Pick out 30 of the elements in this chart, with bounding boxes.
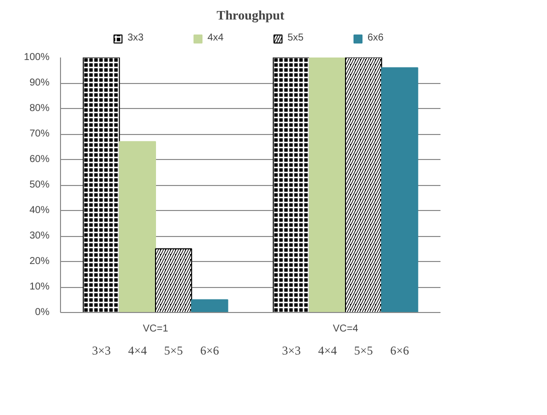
y-tick-label: 70% (29, 128, 50, 140)
y-tick-label: 10% (29, 282, 50, 292)
y-tick-label: 60% (29, 154, 50, 165)
text: 6×6 (200, 344, 220, 358)
text: 4×4 (318, 344, 337, 358)
x-tick-label: VC=1 (142, 324, 169, 334)
y-tick-label: 50% (29, 180, 50, 190)
bar (308, 58, 346, 312)
y-tick-label: 90% (29, 78, 50, 88)
legend-label: 3x3 (128, 32, 145, 44)
legend-label: 6x6 (368, 32, 385, 44)
legend-label: 5x5 (288, 32, 305, 44)
chart-title: Throughput (216, 8, 286, 22)
y-tick-label: 0% (35, 307, 50, 318)
bar (118, 141, 156, 312)
y-tick-label: 20% (29, 256, 50, 267)
text: 5×5 (354, 344, 373, 358)
y-tick-label: 30% (29, 230, 50, 242)
bar (191, 299, 228, 312)
text: 5×5 (164, 344, 183, 358)
x-tick-label: VC=4 (332, 324, 359, 334)
y-tick-label: 80% (29, 103, 50, 114)
y-tick-label: 40% (29, 205, 50, 216)
text: 6×6 (390, 344, 410, 358)
y-tick-label: 100% (24, 52, 50, 63)
text: 3×3 (282, 344, 301, 358)
text: 3×3 (92, 344, 111, 358)
bar (381, 67, 418, 312)
legend-label: 4x4 (208, 32, 225, 44)
text: 4×4 (128, 344, 147, 358)
